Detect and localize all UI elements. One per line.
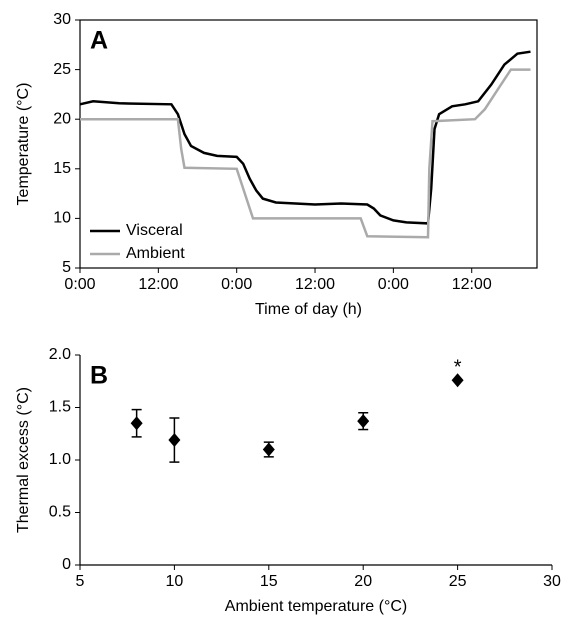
x-tick-label: 30 xyxy=(543,573,561,590)
data-point xyxy=(168,433,181,448)
y-tick-label: 5 xyxy=(62,259,71,276)
panel-label: B xyxy=(90,362,108,390)
x-tick-label: 12:00 xyxy=(452,276,492,293)
x-tick-label: 10 xyxy=(166,573,184,590)
panel-label: A xyxy=(90,27,108,55)
y-tick-label: 10 xyxy=(53,210,71,227)
y-tick-label: 20 xyxy=(53,110,71,127)
data-line xyxy=(79,50,531,225)
x-axis-label: Time of day (h) xyxy=(255,301,362,318)
x-tick-label: 0:00 xyxy=(64,276,95,293)
x-tick-label: 0:00 xyxy=(378,276,409,293)
y-tick-label: 25 xyxy=(53,61,71,78)
x-tick-label: 5 xyxy=(76,573,85,590)
y-tick-label: 0 xyxy=(62,556,71,573)
x-tick-label: 12:00 xyxy=(295,276,335,293)
y-axis-label: Temperature (°C) xyxy=(15,83,32,206)
plot-frame xyxy=(79,19,538,269)
x-tick-label: 12:00 xyxy=(138,276,178,293)
y-tick-label: 2.0 xyxy=(49,346,71,363)
y-axis-label: Thermal excess (°C) xyxy=(15,387,32,533)
y-tick-label: 1.5 xyxy=(49,399,71,416)
legend-label: Visceral xyxy=(126,222,183,239)
x-axis-label: Ambient temperature (°C) xyxy=(225,598,407,615)
data-point xyxy=(357,414,370,429)
data-point xyxy=(262,442,275,457)
data-point xyxy=(130,416,143,431)
x-tick-label: 0:00 xyxy=(221,276,252,293)
legend-label: Ambient xyxy=(126,245,185,262)
x-tick-label: 25 xyxy=(449,573,467,590)
data-point xyxy=(451,373,464,388)
y-tick-label: 30 xyxy=(53,11,71,28)
data-line xyxy=(80,68,531,239)
y-tick-label: 0.5 xyxy=(49,504,71,521)
x-tick-label: 15 xyxy=(260,573,278,590)
y-tick-label: 1.0 xyxy=(49,451,71,468)
annotation: * xyxy=(454,356,462,378)
y-tick-label: 15 xyxy=(53,160,71,177)
x-tick-label: 20 xyxy=(354,573,372,590)
